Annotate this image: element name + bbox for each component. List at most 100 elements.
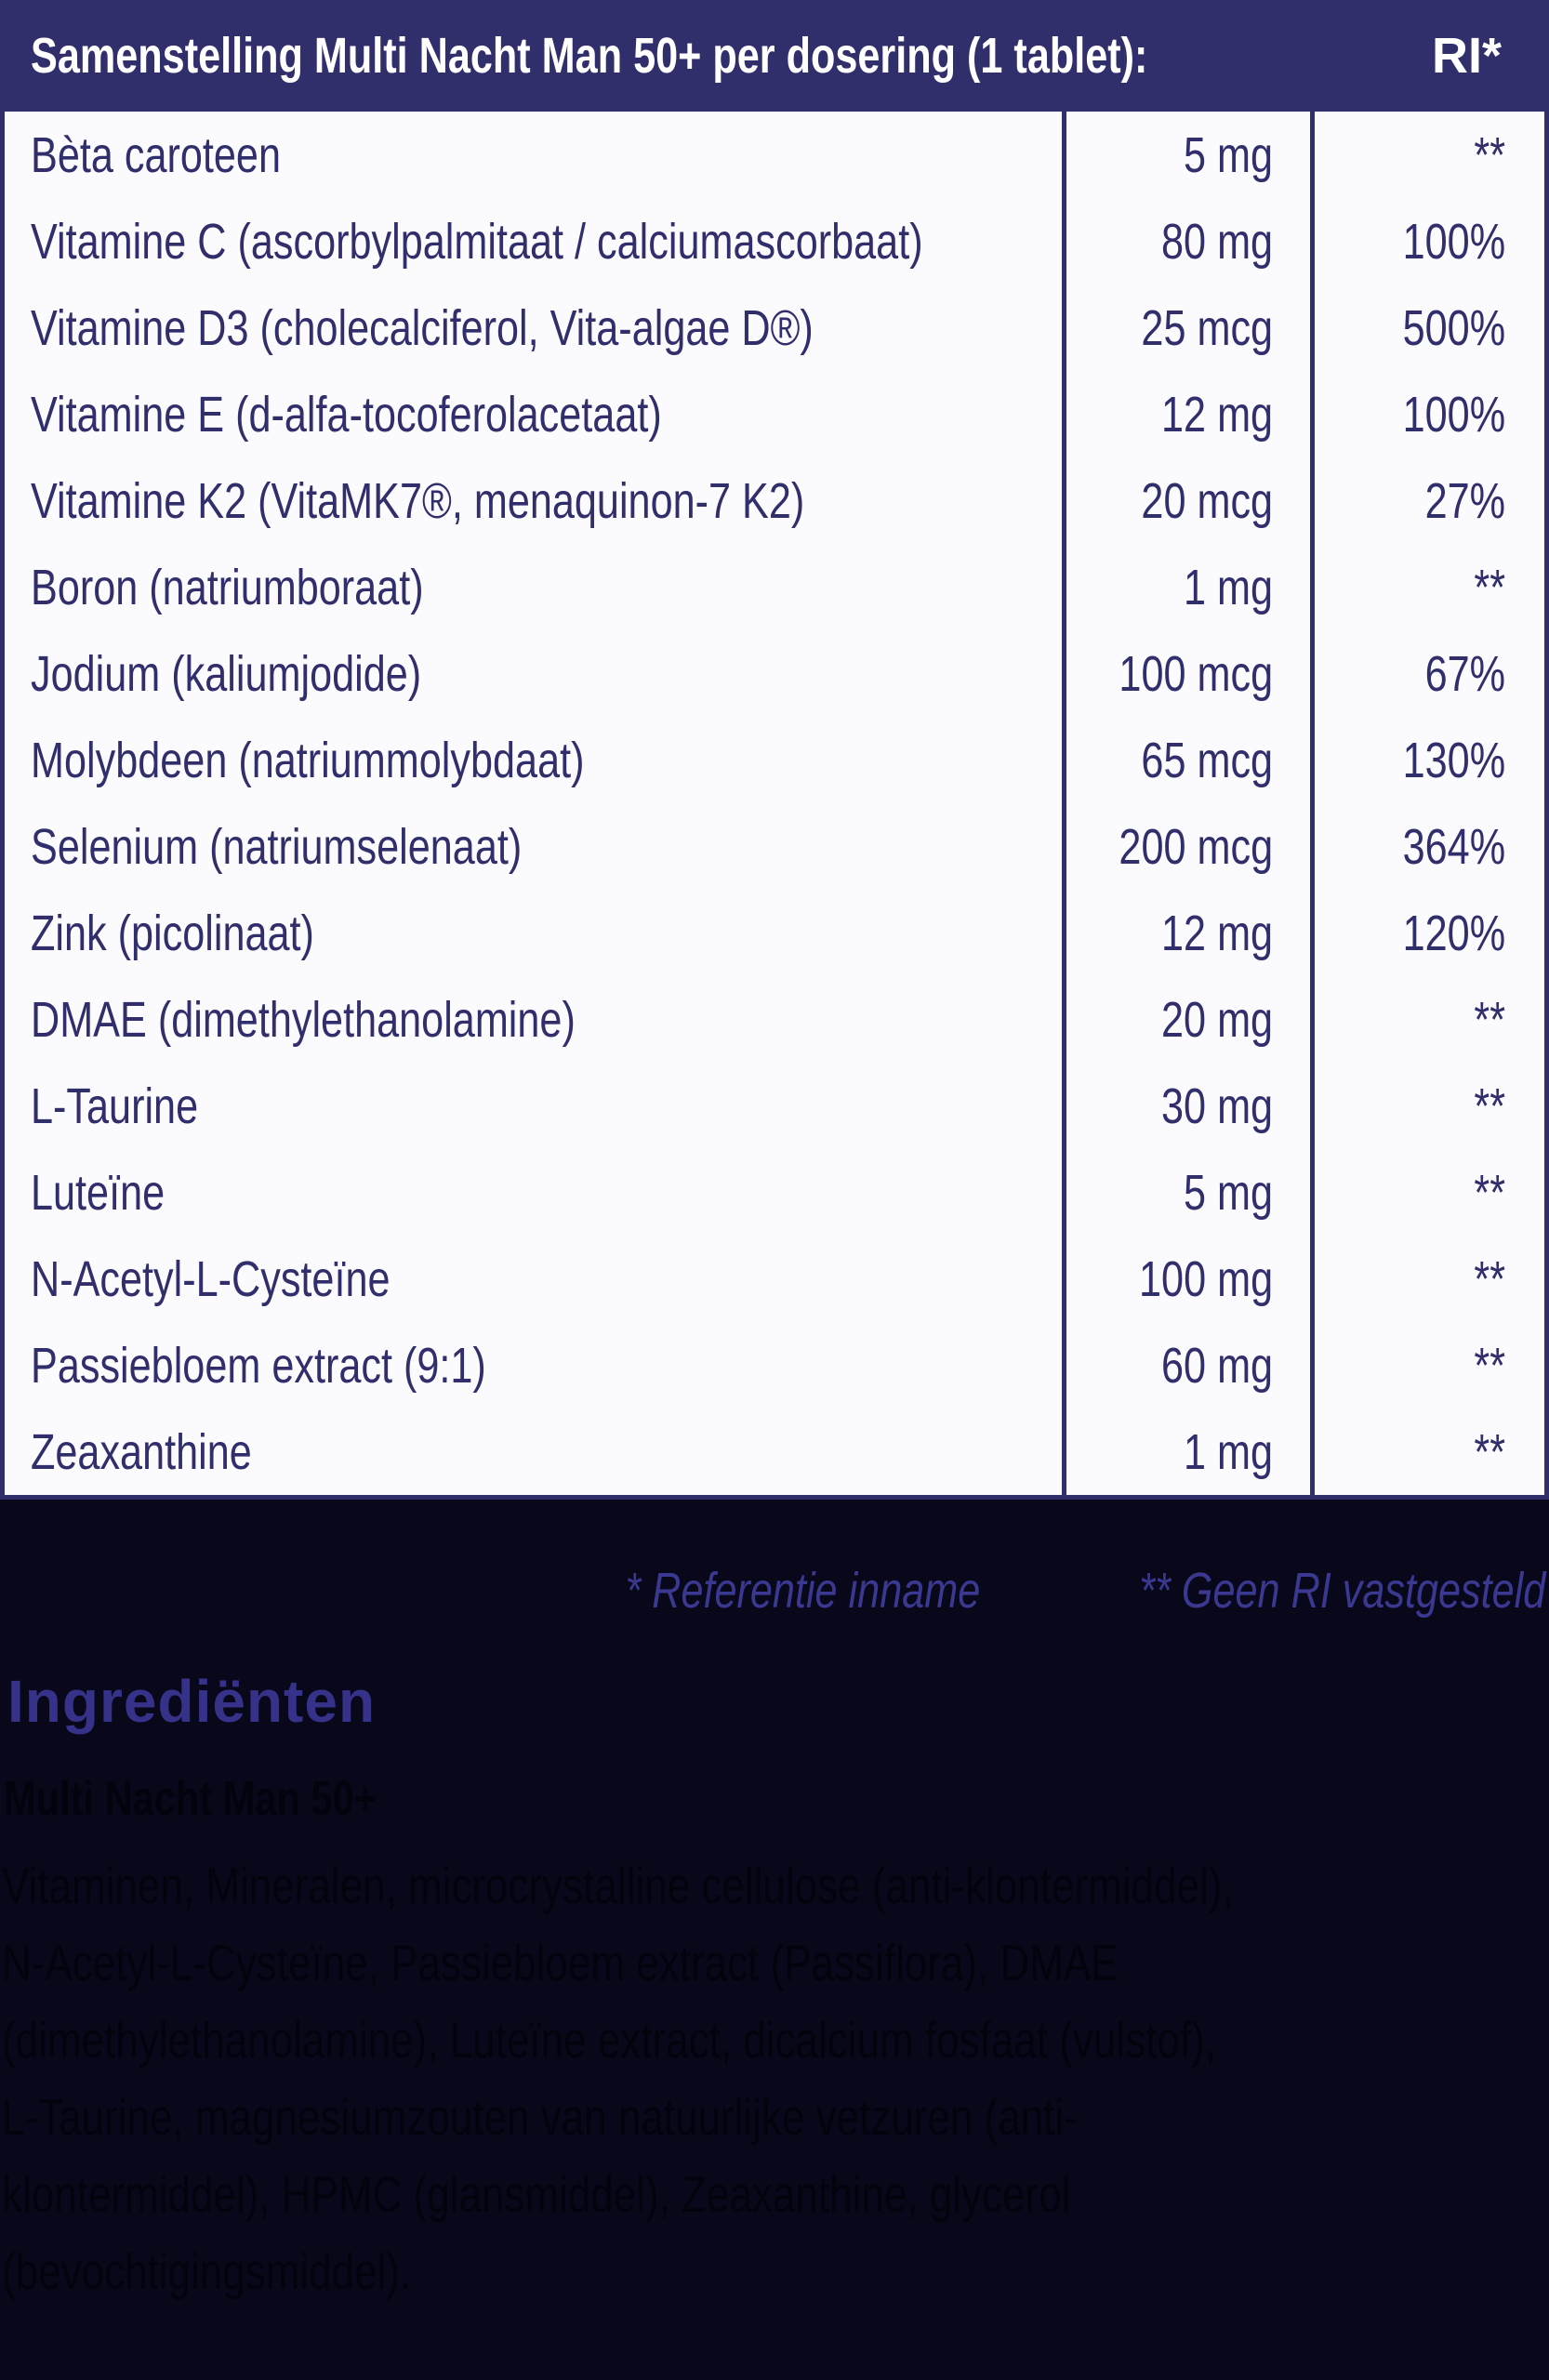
ri-value: 130% [1402, 732, 1506, 788]
ingredients-line: Vitaminen, Mineralen, microcrystalline c… [2, 1857, 1234, 1914]
amount-value: 200 mcg [1119, 818, 1273, 875]
table-row: Jodium (kaliumjodide) 100 mcg 67% [5, 630, 1544, 717]
amount-value: 20 mcg [1141, 472, 1273, 529]
ingredient-name-cell: Zeaxanthine [5, 1408, 1062, 1495]
ingredient-name: L-Taurine [31, 1078, 199, 1134]
footnote: * Referentie inname ** Geen RI vastgeste… [0, 1565, 1549, 1617]
amount-cell: 12 mg [1066, 890, 1310, 976]
ri-value: ** [1474, 1164, 1505, 1221]
amount-cell: 1 mg [1066, 1408, 1310, 1495]
ri-cell: ** [1315, 976, 1544, 1063]
ingredients-heading: Ingrediënten [7, 1668, 377, 1735]
ri-cell: 120% [1315, 890, 1544, 976]
amount-cell: 30 mg [1066, 1063, 1310, 1149]
ingredient-name-cell: Vitamine D3 (cholecalciferol, Vita-algae… [5, 284, 1062, 371]
ingredient-name-cell: DMAE (dimethylethanolamine) [5, 976, 1062, 1063]
table-row: N-Acetyl-L-Cysteïne 100 mg ** [5, 1236, 1544, 1322]
ingredient-name: Molybdeen (natriummolybdaat) [31, 732, 585, 788]
amount-value: 25 mcg [1141, 299, 1273, 356]
ri-cell: ** [1315, 1063, 1544, 1149]
ingredient-name: Selenium (natriumselenaat) [31, 818, 523, 875]
table-row: Molybdeen (natriummolybdaat) 65 mcg 130% [5, 717, 1544, 803]
ingredients-list: Vitaminen, Mineralen, microcrystalline c… [0, 1847, 1549, 2310]
table-body: Bèta caroteen 5 mg ** Vitamine C (ascorb… [5, 112, 1544, 1495]
composition-table: Samenstelling Multi Nacht Man 50+ per do… [0, 0, 1549, 1500]
ingredients-line: N-Acetyl-L-Cysteïne, Passiebloem extract… [2, 1934, 1119, 1991]
ingredient-name: Zeaxanthine [31, 1423, 252, 1480]
ri-value: ** [1474, 991, 1505, 1048]
table-row: Boron (natriumboraat) 1 mg ** [5, 544, 1544, 630]
table-row: Passiebloem extract (9:1) 60 mg ** [5, 1322, 1544, 1408]
ri-cell: ** [1315, 1408, 1544, 1495]
amount-value: 100 mcg [1119, 645, 1273, 702]
ingredient-name-cell: Passiebloem extract (9:1) [5, 1322, 1062, 1408]
product-name: Multi Nacht Man 50+ [4, 1772, 377, 1826]
ingredient-name-cell: Vitamine K2 (VitaMK7®, menaquinon-7 K2) [5, 457, 1062, 544]
amount-cell: 100 mcg [1066, 630, 1310, 717]
ingredient-name-cell: Vitamine E (d-alfa-tocoferolacetaat) [5, 371, 1062, 457]
amount-value: 20 mg [1160, 991, 1273, 1048]
ingredients-section: * Referentie inname ** Geen RI vastgeste… [0, 1500, 1549, 2310]
ingredient-name: Zink (picolinaat) [31, 905, 314, 961]
ri-cell: ** [1315, 1236, 1544, 1322]
table-row: Vitamine D3 (cholecalciferol, Vita-algae… [5, 284, 1544, 371]
ingredient-name: Jodium (kaliumjodide) [31, 645, 422, 702]
ri-value: 100% [1402, 386, 1506, 443]
amount-value: 65 mcg [1141, 732, 1273, 788]
amount-value: 5 mg [1183, 1164, 1273, 1221]
footnote-no-ri: ** Geen RI vastgesteld [1138, 1563, 1545, 1619]
amount-value: 1 mg [1183, 1423, 1273, 1480]
amount-cell: 65 mcg [1066, 717, 1310, 803]
ri-cell: 130% [1315, 717, 1544, 803]
amount-cell: 5 mg [1066, 1149, 1310, 1236]
ri-value: 120% [1402, 905, 1506, 961]
ingredient-name-cell: Bèta caroteen [5, 112, 1062, 198]
amount-cell: 20 mg [1066, 976, 1310, 1063]
table-row: DMAE (dimethylethanolamine) 20 mg ** [5, 976, 1544, 1063]
ingredient-name-cell: N-Acetyl-L-Cysteïne [5, 1236, 1062, 1322]
table-header-row: Samenstelling Multi Nacht Man 50+ per do… [5, 5, 1544, 107]
amount-value: 1 mg [1183, 559, 1273, 615]
ingredient-name-cell: Zink (picolinaat) [5, 890, 1062, 976]
ingredients-line: L-Taurine, magnesiumzouten van natuurlij… [2, 2088, 1078, 2146]
ingredient-name-cell: Luteïne [5, 1149, 1062, 1236]
ri-cell: 500% [1315, 284, 1544, 371]
ri-value: 100% [1402, 213, 1506, 270]
table-row: Zeaxanthine 1 mg ** [5, 1408, 1544, 1495]
table-row: L-Taurine 30 mg ** [5, 1063, 1544, 1149]
ingredient-name: Boron (natriumboraat) [31, 559, 424, 615]
ri-value: ** [1474, 1423, 1505, 1480]
amount-cell: 100 mg [1066, 1236, 1310, 1322]
amount-cell: 200 mcg [1066, 803, 1310, 890]
amount-value: 12 mg [1160, 905, 1273, 961]
ingredient-name: Vitamine E (d-alfa-tocoferolacetaat) [31, 386, 662, 443]
ingredient-name: Luteïne [31, 1164, 165, 1221]
amount-value: 12 mg [1160, 386, 1273, 443]
ingredient-name: Passiebloem extract (9:1) [31, 1337, 486, 1394]
amount-cell: 80 mg [1066, 198, 1310, 284]
ri-cell: 67% [1315, 630, 1544, 717]
ri-column-header: RI* [1431, 28, 1502, 84]
amount-cell: 60 mg [1066, 1322, 1310, 1408]
ri-value: ** [1474, 559, 1505, 615]
ri-cell: ** [1315, 1149, 1544, 1236]
table-row: Zink (picolinaat) 12 mg 120% [5, 890, 1544, 976]
amount-value: 80 mg [1160, 213, 1273, 270]
ri-value: ** [1474, 1337, 1505, 1394]
ri-value: 67% [1424, 645, 1505, 702]
ingredients-line: klontermiddel), HPMC (glansmiddel), Zeax… [2, 2165, 1071, 2223]
ingredients-line: (bevochtigingsmiddel). [2, 2242, 412, 2300]
ingredient-name: Bèta caroteen [31, 126, 281, 183]
table-row: Vitamine E (d-alfa-tocoferolacetaat) 12 … [5, 371, 1544, 457]
table-row: Vitamine C (ascorbylpalmitaat / calciuma… [5, 198, 1544, 284]
table-row: Luteïne 5 mg ** [5, 1149, 1544, 1236]
ri-value: ** [1474, 126, 1505, 183]
ingredients-line: (dimethylethanolamine), Luteïne extract,… [2, 2011, 1216, 2069]
ri-value: 27% [1424, 472, 1505, 529]
ri-cell: ** [1315, 1322, 1544, 1408]
amount-cell: 25 mcg [1066, 284, 1310, 371]
ri-value: ** [1474, 1078, 1505, 1134]
ri-cell: ** [1315, 544, 1544, 630]
table-row: Vitamine K2 (VitaMK7®, menaquinon-7 K2) … [5, 457, 1544, 544]
ri-cell: 100% [1315, 371, 1544, 457]
